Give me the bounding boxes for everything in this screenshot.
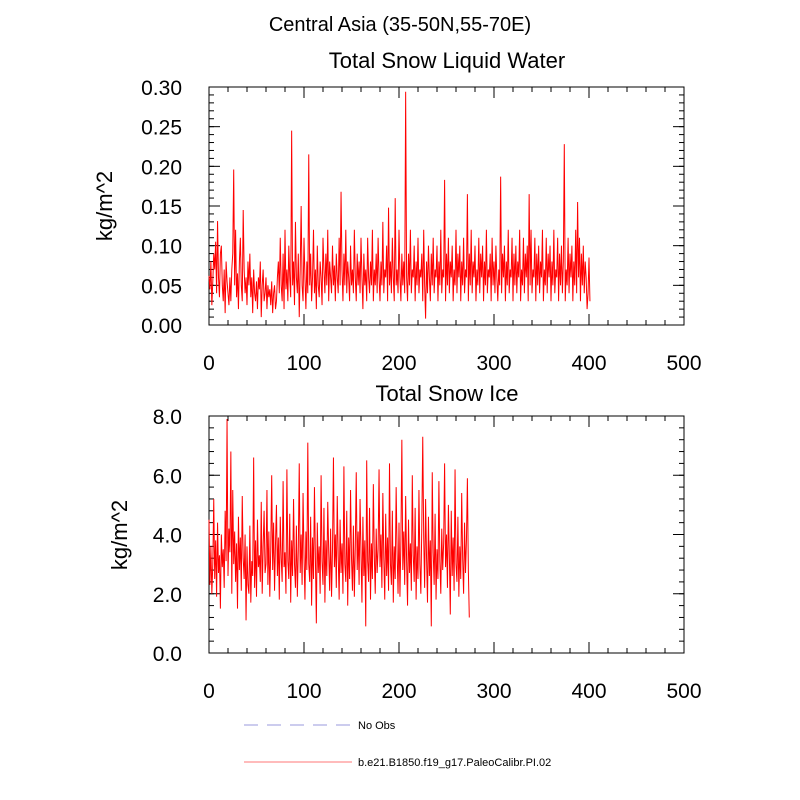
x-tick-label-snow-ice: 400 — [571, 680, 606, 703]
y-tick-label-snow-ice: 4.0 — [153, 525, 182, 548]
y-tick-label-liquid-water: 0.05 — [141, 275, 182, 298]
x-tick-label-snow-ice: 500 — [666, 680, 701, 703]
y-tick-label-liquid-water: 0.25 — [141, 117, 182, 140]
y-tick-label-snow-ice: 2.0 — [153, 584, 182, 607]
legend: No Obs b.e21.B1850.f19_g17.PaleoCalibr.P… — [244, 720, 551, 769]
legend-label-model: b.e21.B1850.f19_g17.PaleoCalibr.PI.02 — [358, 757, 551, 769]
y-tick-label-liquid-water: 0.10 — [141, 236, 182, 259]
y-tick-label-snow-ice: 0.0 — [153, 643, 182, 666]
plot-frame-liquid-water — [208, 86, 685, 326]
panel-title-snow-ice: Total Snow Ice — [375, 381, 518, 406]
x-tick-label-snow-ice: 0 — [203, 680, 215, 703]
y-axis-label-liquid-water: kg/m^2 — [92, 171, 117, 241]
x-tick-label-liquid-water: 300 — [476, 352, 511, 375]
y-tick-label-liquid-water: 0.30 — [141, 77, 182, 100]
x-tick-label-liquid-water: 400 — [571, 352, 606, 375]
series-line-snow-ice — [208, 418, 470, 627]
panel-title-liquid-water: Total Snow Liquid Water — [329, 48, 565, 73]
main-title: Central Asia (35-50N,55-70E) — [269, 14, 531, 36]
y-tick-label-snow-ice: 8.0 — [153, 406, 182, 429]
x-tick-label-snow-ice: 200 — [381, 680, 416, 703]
panel-liquid-water: Total Snow Liquid Water kg/m^2 0.000.050… — [92, 48, 702, 375]
y-tick-label-liquid-water: 0.20 — [141, 156, 182, 179]
x-tick-label-snow-ice: 300 — [476, 680, 511, 703]
x-tick-label-liquid-water: 500 — [666, 352, 701, 375]
y-tick-label-liquid-water: 0.00 — [141, 315, 182, 338]
axis-ticks-liquid-water: 0.00 0.05 0.10 0.15 0.20 0.25 0.30 0 100 200 300 40… — [141, 77, 701, 375]
x-tick-label-liquid-water: 200 — [381, 352, 416, 375]
legend-label-no-obs: No Obs — [358, 720, 396, 732]
x-tick-label-liquid-water: 0 — [203, 352, 215, 375]
panel-snow-ice: Total Snow Ice kg/m^2 0.0 2.0 4.0 6.0 8.0 0 10… — [107, 381, 702, 703]
y-tick-label-snow-ice: 6.0 — [153, 465, 182, 488]
y-axis-label-snow-ice: kg/m^2 — [107, 500, 132, 570]
y-tick-label-liquid-water: 0.15 — [141, 196, 182, 219]
x-tick-label-liquid-water: 100 — [286, 352, 321, 375]
x-tick-label-snow-ice: 100 — [286, 680, 321, 703]
series-line-liquid-water — [208, 91, 591, 319]
